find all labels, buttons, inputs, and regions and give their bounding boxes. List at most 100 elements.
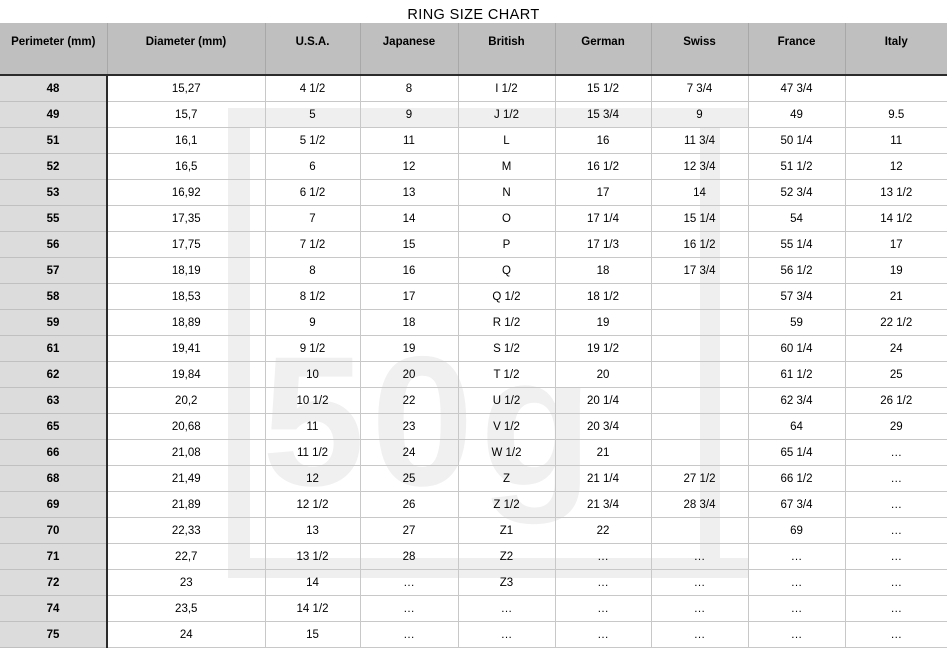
cell-german: 18 [555, 257, 652, 284]
cell-france: 57 3/4 [748, 283, 846, 310]
cell-diameter: 24 [107, 621, 266, 648]
table-body: 48 15,27 4 1/2 8 I 1/2 15 1/2 7 3/4 47 3/4 49 15,… [0, 75, 947, 648]
cell-swiss: 11 3/4 [651, 127, 749, 154]
cell-perimeter: 53 [0, 179, 108, 206]
ring-size-chart: Perimeter (mm) Diameter (mm) U.S.A. Japanes… [0, 23, 947, 648]
cell-german: 16 [555, 127, 652, 154]
cell-british: R 1/2 [458, 309, 556, 336]
cell-france: 61 1/2 [748, 361, 846, 388]
table-row: 52 16,5 6 12 M 16 1/2 12 3/4 51 1/2 12 [0, 153, 947, 180]
table-row: 74 23,5 14 1/2……………… [0, 595, 947, 622]
cell-usa: 10 1/2 [265, 387, 361, 414]
cell-france: 59 [748, 309, 846, 336]
cell-italy: 25 [845, 361, 947, 388]
cell-italy: 21 [845, 283, 947, 310]
cell-italy: … [845, 621, 947, 648]
cell-diameter: 21,08 [107, 439, 266, 466]
cell-usa: 12 1/2 [265, 491, 361, 518]
cell-perimeter: 58 [0, 283, 108, 310]
cell-german: … [555, 621, 652, 648]
cell-italy: 9.5 [845, 101, 947, 128]
cell-swiss: … [651, 569, 749, 596]
cell-british: M [458, 153, 556, 180]
column-header-swiss: Swiss [651, 23, 749, 76]
column-header-italy: Italy [845, 23, 947, 76]
cell-german: 22 [555, 517, 652, 544]
cell-british: U 1/2 [458, 387, 556, 414]
cell-british: Q 1/2 [458, 283, 556, 310]
column-header-perimeter: Perimeter (mm) [0, 23, 108, 76]
cell-italy: 22 1/2 [845, 309, 947, 336]
cell-japanese: 22 [360, 387, 459, 414]
cell-diameter: 15,7 [107, 101, 266, 128]
cell-usa: 6 [265, 153, 361, 180]
table-row: 51 16,1 5 1/2 11 L 16 11 3/4 50 1/4 11 [0, 127, 947, 154]
table-header: Perimeter (mm) Diameter (mm) U.S.A. Japanes… [0, 23, 947, 76]
cell-japanese: 27 [360, 517, 459, 544]
cell-italy: 13 1/2 [845, 179, 947, 206]
cell-usa: 14 [265, 569, 361, 596]
table-row: 48 15,27 4 1/2 8 I 1/2 15 1/2 7 3/4 47 3/4 [0, 75, 947, 102]
cell-perimeter: 63 [0, 387, 108, 414]
cell-german: … [555, 595, 652, 622]
cell-perimeter: 65 [0, 413, 108, 440]
cell-british: T 1/2 [458, 361, 556, 388]
cell-italy: 29 [845, 413, 947, 440]
cell-german: 17 [555, 179, 652, 206]
cell-italy: … [845, 543, 947, 570]
cell-japanese: 9 [360, 101, 459, 128]
cell-france: 51 1/2 [748, 153, 846, 180]
cell-german: 18 1/2 [555, 283, 652, 310]
table-row: 56 17,75 7 1/2 15 P 17 1/3 16 1/2 55 1/4 17 [0, 231, 947, 258]
cell-perimeter: 66 [0, 439, 108, 466]
cell-france: 49 [748, 101, 846, 128]
cell-japanese: 24 [360, 439, 459, 466]
cell-france: 50 1/4 [748, 127, 846, 154]
cell-japanese: 15 [360, 231, 459, 258]
cell-german: 21 [555, 439, 652, 466]
cell-italy: 24 [845, 335, 947, 362]
cell-british: Z3 [458, 569, 556, 596]
cell-swiss: 16 1/2 [651, 231, 749, 258]
cell-usa: 10 [265, 361, 361, 388]
cell-german: 19 1/2 [555, 335, 652, 362]
cell-france: 47 3/4 [748, 75, 846, 102]
cell-italy: … [845, 439, 947, 466]
cell-british: Q [458, 257, 556, 284]
cell-usa: 14 1/2 [265, 595, 361, 622]
cell-japanese: 19 [360, 335, 459, 362]
cell-france: … [748, 569, 846, 596]
cell-swiss: … [651, 595, 749, 622]
table-row: 59 18,89 9 18 R 1/2 19 59 22 1/2 [0, 309, 947, 336]
cell-diameter: 18,89 [107, 309, 266, 336]
cell-perimeter: 55 [0, 205, 108, 232]
table-row: 70 22,33 13 27 Z1 22 69… [0, 517, 947, 544]
cell-german: … [555, 569, 652, 596]
cell-swiss [651, 413, 749, 440]
cell-italy: … [845, 595, 947, 622]
cell-italy: … [845, 465, 947, 492]
cell-usa: 15 [265, 621, 361, 648]
cell-british: … [458, 621, 556, 648]
cell-diameter: 15,27 [107, 75, 266, 102]
table-row: 57 18,19 8 16 Q 18 17 3/4 56 1/2 19 [0, 257, 947, 284]
cell-japanese: 23 [360, 413, 459, 440]
cell-swiss [651, 309, 749, 336]
cell-usa: 9 [265, 309, 361, 336]
cell-usa: 4 1/2 [265, 75, 361, 102]
table-row: 58 18,53 8 1/2 17 Q 1/2 18 1/2 57 3/4 21 [0, 283, 947, 310]
cell-france: … [748, 621, 846, 648]
cell-perimeter: 52 [0, 153, 108, 180]
cell-diameter: 23 [107, 569, 266, 596]
cell-japanese: 12 [360, 153, 459, 180]
cell-german: 21 3/4 [555, 491, 652, 518]
cell-japanese: 26 [360, 491, 459, 518]
cell-perimeter: 62 [0, 361, 108, 388]
cell-german: 16 1/2 [555, 153, 652, 180]
cell-france: … [748, 543, 846, 570]
cell-british: L [458, 127, 556, 154]
cell-usa: 8 1/2 [265, 283, 361, 310]
cell-perimeter: 49 [0, 101, 108, 128]
cell-british: Z1 [458, 517, 556, 544]
cell-perimeter: 48 [0, 75, 108, 102]
